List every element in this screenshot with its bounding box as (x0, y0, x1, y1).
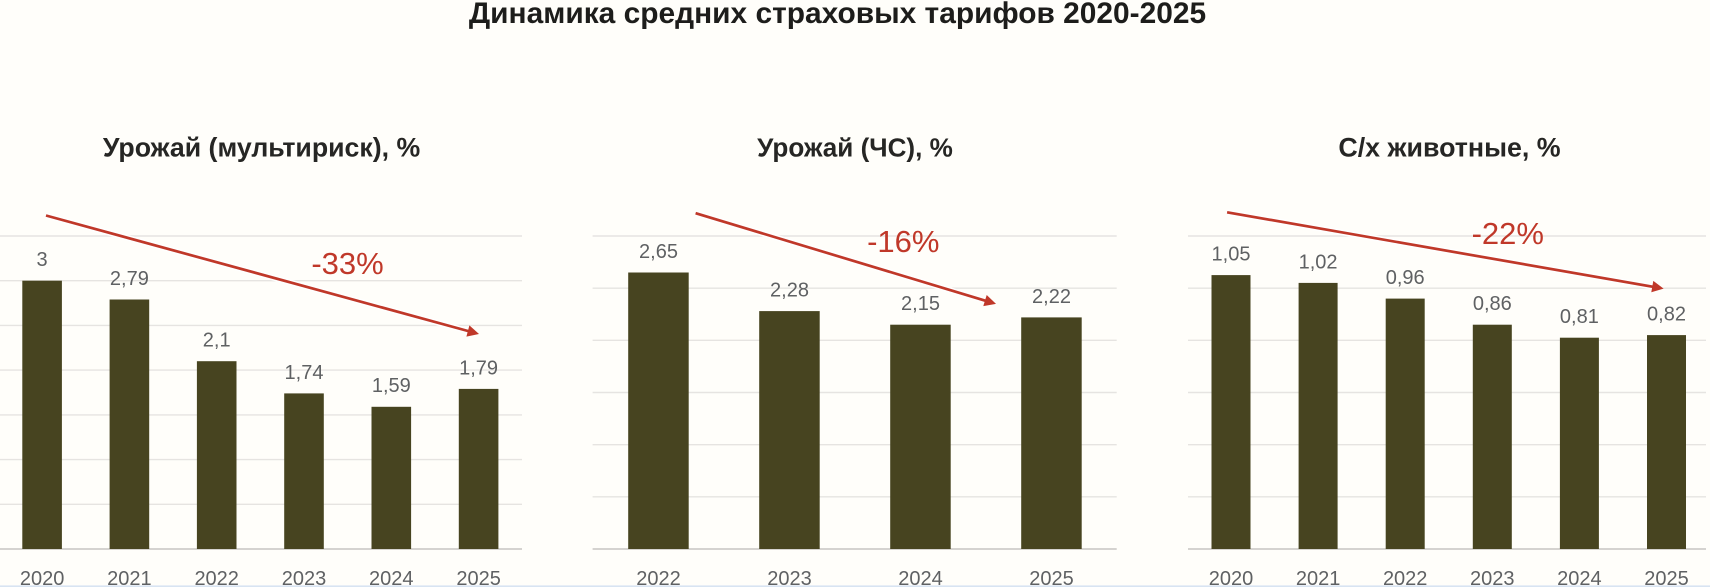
svg-text:-33%: -33% (311, 246, 383, 281)
svg-text:2,28: 2,28 (770, 280, 809, 302)
svg-text:1,79: 1,79 (459, 357, 498, 379)
svg-text:2025: 2025 (456, 568, 501, 587)
svg-text:2,65: 2,65 (639, 241, 678, 263)
svg-text:2024: 2024 (369, 568, 414, 587)
svg-text:0,81: 0,81 (1560, 306, 1599, 328)
svg-text:1,74: 1,74 (285, 362, 324, 384)
svg-text:2025: 2025 (1029, 568, 1074, 587)
svg-text:1,05: 1,05 (1212, 244, 1251, 266)
svg-text:2022: 2022 (1383, 568, 1428, 587)
svg-text:2021: 2021 (1296, 568, 1341, 587)
svg-text:1,02: 1,02 (1299, 251, 1338, 273)
svg-text:-22%: -22% (1472, 216, 1544, 251)
svg-text:3: 3 (37, 249, 48, 271)
svg-text:2,79: 2,79 (110, 268, 149, 290)
svg-text:2022: 2022 (636, 568, 681, 587)
svg-text:2,1: 2,1 (203, 330, 231, 352)
svg-text:0,96: 0,96 (1386, 267, 1425, 289)
svg-text:2024: 2024 (1557, 568, 1602, 587)
svg-text:Урожай (мультириск), %: Урожай (мультириск), % (103, 132, 421, 162)
svg-text:-16%: -16% (867, 224, 939, 259)
svg-text:2023: 2023 (1470, 568, 1515, 587)
svg-text:2024: 2024 (898, 568, 943, 587)
svg-text:Урожай (ЧС), %: Урожай (ЧС), % (757, 133, 953, 163)
svg-text:2023: 2023 (767, 568, 812, 587)
svg-text:2023: 2023 (282, 568, 327, 587)
svg-text:0,82: 0,82 (1647, 304, 1686, 326)
svg-text:2,15: 2,15 (901, 293, 940, 315)
svg-text:0,86: 0,86 (1473, 293, 1512, 315)
svg-text:2020: 2020 (1209, 568, 1254, 587)
svg-text:2021: 2021 (107, 568, 152, 587)
svg-text:2,22: 2,22 (1032, 286, 1071, 308)
svg-text:Динамика средних страховых тар: Динамика средних страховых тарифов 2020-… (469, 0, 1206, 30)
svg-text:2022: 2022 (194, 568, 239, 587)
svg-text:2025: 2025 (1644, 568, 1689, 587)
svg-text:С/х животные, %: С/х животные, % (1338, 133, 1560, 163)
svg-text:1,59: 1,59 (372, 375, 411, 397)
svg-text:2020: 2020 (20, 568, 65, 587)
